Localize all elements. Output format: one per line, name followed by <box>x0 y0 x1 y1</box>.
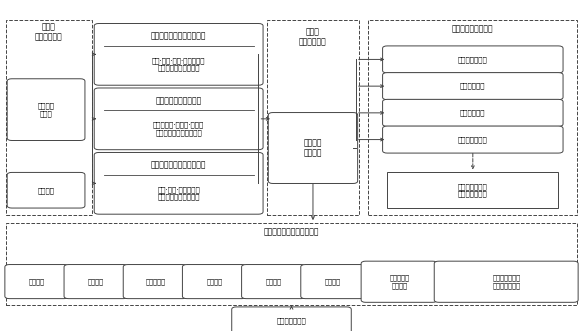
Bar <box>368 20 577 215</box>
Bar <box>267 20 359 215</box>
Text: 地震载荷: 地震载荷 <box>29 278 45 285</box>
FancyBboxPatch shape <box>64 264 128 299</box>
FancyBboxPatch shape <box>94 24 263 85</box>
Text: 轴承液膜刚
度、阻尼: 轴承液膜刚 度、阻尼 <box>389 275 409 289</box>
Text: 核主泵应力分析
和疲劳寿命分析: 核主泵应力分析 和疲劳寿命分析 <box>458 183 488 197</box>
Text: 零部件几
何结构: 零部件几 何结构 <box>37 103 55 117</box>
FancyBboxPatch shape <box>382 126 563 153</box>
FancyBboxPatch shape <box>268 113 357 183</box>
Bar <box>6 223 577 306</box>
FancyBboxPatch shape <box>94 88 263 150</box>
Text: 零部件受力分析: 零部件受力分析 <box>458 136 488 143</box>
Text: 间隙环流附加质
量、刚度、阻尼: 间隙环流附加质 量、刚度、阻尼 <box>492 275 520 289</box>
Text: 轴承支撑系统建模模块: 轴承支撑系统建模模块 <box>156 96 202 105</box>
FancyBboxPatch shape <box>434 261 578 302</box>
FancyBboxPatch shape <box>182 264 246 299</box>
Text: 摩擦载荷: 摩擦载荷 <box>265 278 282 285</box>
FancyBboxPatch shape <box>94 153 263 214</box>
Bar <box>6 20 92 215</box>
FancyBboxPatch shape <box>7 172 85 208</box>
FancyBboxPatch shape <box>382 72 563 100</box>
Text: 轴承推力瓦·平衡块·弹簧支
撑板的弹簧和质量块模型: 轴承推力瓦·平衡块·弹簧支 撑板的弹簧和质量块模型 <box>153 122 204 136</box>
Bar <box>387 172 559 208</box>
FancyBboxPatch shape <box>241 264 305 299</box>
Text: 核主泵性能分析模块: 核主泵性能分析模块 <box>452 24 493 33</box>
Text: 电磁拉力: 电磁拉力 <box>325 278 340 285</box>
Text: 梁有限元
总体模型: 梁有限元 总体模型 <box>304 138 322 158</box>
FancyBboxPatch shape <box>301 264 364 299</box>
Text: 叶轮·飞轮·泵轴·转子屏蔽套
铁木辛柯梁和拉杆模型: 叶轮·飞轮·泵轴·转子屏蔽套 铁木辛柯梁和拉杆模型 <box>152 57 205 71</box>
Text: 动力学响应分析: 动力学响应分析 <box>458 56 488 63</box>
Text: 装配关系: 装配关系 <box>37 187 55 194</box>
Text: 抗震特性分析: 抗震特性分析 <box>460 110 486 116</box>
Text: 飞轮离心力: 飞轮离心力 <box>145 278 165 285</box>
FancyBboxPatch shape <box>7 79 85 140</box>
Text: 泵壳·导叶·定子屏蔽套
铁木辛柯梁和拉杆模型: 泵壳·导叶·定子屏蔽套 铁木辛柯梁和拉杆模型 <box>157 186 200 200</box>
Text: 核主泵运行参数: 核主泵运行参数 <box>276 317 307 324</box>
Text: 转子组件梁有限元建模模块: 转子组件梁有限元建模模块 <box>151 31 206 40</box>
FancyBboxPatch shape <box>123 264 187 299</box>
Text: 水力载荷: 水力载荷 <box>88 278 104 285</box>
Text: 噪声特性分析: 噪声特性分析 <box>460 83 486 89</box>
Text: 泵壳组件梁有限元建模模块: 泵壳组件梁有限元建模模块 <box>151 160 206 169</box>
FancyBboxPatch shape <box>361 261 437 302</box>
Text: 核主泵运行载荷数据库模块: 核主泵运行载荷数据库模块 <box>264 227 319 236</box>
FancyBboxPatch shape <box>5 264 69 299</box>
Text: 核主泵
总体建模模块: 核主泵 总体建模模块 <box>299 27 327 46</box>
FancyBboxPatch shape <box>382 46 563 73</box>
FancyBboxPatch shape <box>231 307 352 331</box>
FancyBboxPatch shape <box>382 99 563 126</box>
Text: 核主泵
几何建模模块: 核主泵 几何建模模块 <box>35 23 63 42</box>
Text: 扭矩载荷: 扭矩载荷 <box>206 278 222 285</box>
